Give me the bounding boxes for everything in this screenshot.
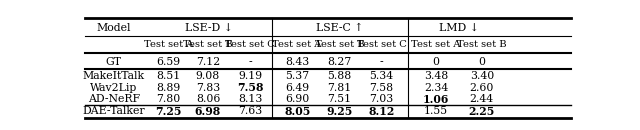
Text: Test set B: Test set B bbox=[315, 40, 364, 49]
Text: 5.37: 5.37 bbox=[285, 71, 309, 81]
Text: 1.06: 1.06 bbox=[423, 94, 449, 105]
Text: 7.81: 7.81 bbox=[327, 83, 351, 93]
Text: 2.34: 2.34 bbox=[424, 83, 448, 93]
Text: Test set C: Test set C bbox=[356, 40, 406, 49]
Text: 7.58: 7.58 bbox=[369, 83, 394, 93]
Text: 7.03: 7.03 bbox=[369, 94, 394, 104]
Text: 8.13: 8.13 bbox=[238, 94, 262, 104]
Text: 7.12: 7.12 bbox=[196, 57, 220, 67]
Text: -: - bbox=[380, 57, 383, 67]
Text: 8.89: 8.89 bbox=[156, 83, 180, 93]
Text: 9.25: 9.25 bbox=[326, 106, 353, 117]
Text: 5.88: 5.88 bbox=[327, 71, 351, 81]
Text: 1.55: 1.55 bbox=[424, 106, 448, 116]
Text: 3.48: 3.48 bbox=[424, 71, 448, 81]
Text: 5.34: 5.34 bbox=[369, 71, 394, 81]
Text: 6.49: 6.49 bbox=[285, 83, 309, 93]
Text: 8.06: 8.06 bbox=[196, 94, 220, 104]
Text: 0: 0 bbox=[433, 57, 440, 67]
Text: 7.51: 7.51 bbox=[327, 94, 351, 104]
Text: -: - bbox=[248, 57, 252, 67]
Text: 8.05: 8.05 bbox=[284, 106, 310, 117]
Text: LSE-C ↑: LSE-C ↑ bbox=[316, 23, 363, 33]
Text: 2.60: 2.60 bbox=[470, 83, 494, 93]
Text: 8.12: 8.12 bbox=[369, 106, 395, 117]
Text: 8.51: 8.51 bbox=[156, 71, 180, 81]
Text: Test set C: Test set C bbox=[225, 40, 275, 49]
Text: LMD ↓: LMD ↓ bbox=[439, 23, 479, 33]
Text: LSE-D ↓: LSE-D ↓ bbox=[185, 23, 233, 33]
Text: Test set A: Test set A bbox=[412, 40, 461, 49]
Text: Test set B: Test set B bbox=[183, 40, 233, 49]
Text: DAE-Talker: DAE-Talker bbox=[83, 106, 145, 116]
Text: 7.25: 7.25 bbox=[155, 106, 182, 117]
Text: 7.63: 7.63 bbox=[238, 106, 262, 116]
Text: Test set A: Test set A bbox=[143, 40, 193, 49]
Text: Wav2Lip: Wav2Lip bbox=[90, 83, 138, 93]
Text: 9.08: 9.08 bbox=[196, 71, 220, 81]
Text: 7.58: 7.58 bbox=[237, 82, 264, 93]
Text: 8.43: 8.43 bbox=[285, 57, 309, 67]
Text: 2.44: 2.44 bbox=[470, 94, 494, 104]
Text: 6.59: 6.59 bbox=[156, 57, 180, 67]
Text: 0: 0 bbox=[478, 57, 485, 67]
Text: GT: GT bbox=[106, 57, 122, 67]
Text: AD-NeRF: AD-NeRF bbox=[88, 94, 140, 104]
Text: 6.98: 6.98 bbox=[195, 106, 221, 117]
Text: MakeItTalk: MakeItTalk bbox=[83, 71, 145, 81]
Text: 2.25: 2.25 bbox=[468, 106, 495, 117]
Text: 8.27: 8.27 bbox=[327, 57, 351, 67]
Text: Test set B: Test set B bbox=[457, 40, 507, 49]
Text: 7.83: 7.83 bbox=[196, 83, 220, 93]
Text: 3.40: 3.40 bbox=[470, 71, 494, 81]
Text: 9.19: 9.19 bbox=[238, 71, 262, 81]
Text: 6.90: 6.90 bbox=[285, 94, 309, 104]
Text: 7.80: 7.80 bbox=[156, 94, 180, 104]
Text: Model: Model bbox=[97, 23, 131, 33]
Text: Test set A: Test set A bbox=[273, 40, 322, 49]
